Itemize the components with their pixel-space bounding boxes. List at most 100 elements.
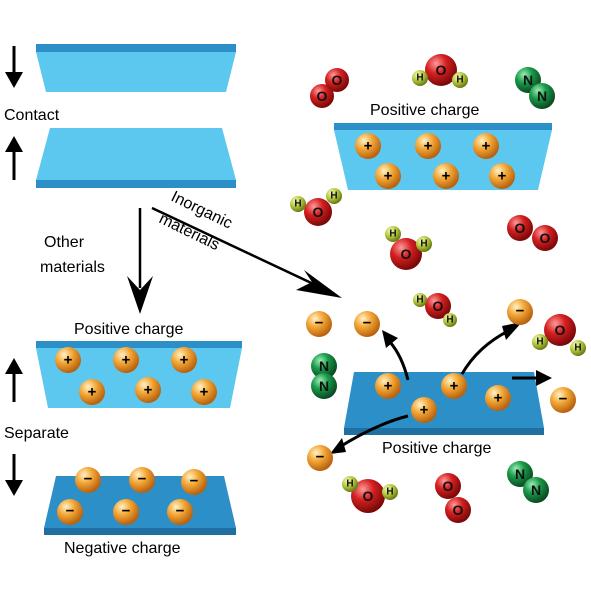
positive-charge: +	[473, 133, 499, 159]
svg-text:−: −	[176, 503, 185, 520]
curved-arrow-icon	[460, 328, 511, 375]
svg-text:+: +	[498, 168, 507, 185]
negative-charges-left: − − − − − −	[57, 467, 207, 525]
negative-charge: −	[167, 499, 193, 525]
svg-text:O: O	[443, 478, 454, 494]
svg-text:H: H	[330, 191, 337, 202]
svg-text:N: N	[515, 466, 525, 482]
negative-charge: −	[57, 499, 83, 525]
svg-text:+: +	[144, 382, 153, 399]
negative-charge: −	[507, 299, 533, 325]
contact-label: Contact	[4, 107, 60, 124]
positive-charge-top-right-label: Positive charge	[370, 102, 479, 119]
svg-text:−: −	[559, 391, 568, 408]
curved-arrow-icon	[388, 341, 410, 381]
svg-text:−: −	[315, 315, 324, 332]
water-molecule: O H H	[532, 314, 586, 356]
inorganic-arrow-icon	[151, 206, 342, 298]
svg-text:H: H	[446, 315, 453, 326]
svg-text:−: −	[363, 315, 372, 332]
curved-arrow-icon	[337, 414, 409, 450]
svg-text:O: O	[332, 72, 343, 88]
positive-charge: +	[375, 373, 401, 399]
oxygen-molecule: O O	[310, 68, 349, 108]
svg-text:H: H	[416, 295, 423, 306]
svg-text:+: +	[122, 352, 131, 369]
free-electrons: − − − − −	[306, 299, 576, 471]
svg-text:H: H	[346, 479, 353, 490]
svg-text:+: +	[420, 402, 429, 419]
svg-text:H: H	[456, 75, 463, 86]
positive-charge: +	[441, 373, 467, 399]
svg-text:+: +	[200, 384, 209, 401]
separate-down-arrow-icon	[5, 454, 23, 496]
negative-charge-label: Negative charge	[64, 540, 181, 557]
svg-text:+: +	[494, 390, 503, 407]
svg-text:O: O	[436, 62, 447, 78]
svg-text:+: +	[384, 168, 393, 185]
nitrogen-molecule: N N	[515, 67, 555, 109]
svg-text:O: O	[433, 298, 444, 314]
positive-charge: +	[79, 379, 105, 405]
positive-charge: +	[55, 347, 81, 373]
negative-charge: −	[75, 467, 101, 493]
positive-charge: +	[355, 133, 381, 159]
oxygen-molecule: O O	[435, 473, 471, 523]
positive-charge-bottom-right-label: Positive charge	[382, 440, 491, 457]
other-materials-label-2: materials	[40, 259, 105, 276]
svg-text:N: N	[531, 482, 541, 498]
svg-text:+: +	[364, 138, 373, 155]
svg-text:+: +	[180, 352, 189, 369]
svg-text:N: N	[523, 72, 533, 88]
svg-text:+: +	[88, 384, 97, 401]
arrowheads	[330, 322, 552, 454]
svg-text:−: −	[190, 473, 199, 490]
svg-text:+: +	[64, 352, 73, 369]
water-molecule: O H H	[385, 226, 432, 270]
water-molecule: O H H	[342, 476, 398, 513]
svg-text:O: O	[401, 246, 412, 262]
oxygen-molecule: O O	[507, 215, 558, 251]
water-molecule: O H H	[413, 293, 457, 327]
svg-text:O: O	[555, 322, 566, 338]
svg-text:−: −	[66, 503, 75, 520]
svg-text:−: −	[138, 471, 147, 488]
svg-text:H: H	[420, 239, 427, 250]
positive-charge: +	[135, 377, 161, 403]
contact-top-plate	[36, 44, 236, 92]
positive-charge: +	[191, 379, 217, 405]
svg-text:N: N	[537, 88, 547, 104]
svg-text:H: H	[389, 229, 396, 240]
svg-text:H: H	[386, 487, 393, 498]
positive-charge: +	[415, 133, 441, 159]
negative-charge: −	[307, 445, 333, 471]
other-materials-label-1: Other	[44, 234, 85, 251]
separate-label: Separate	[4, 425, 69, 442]
separate-up-arrow-icon	[5, 358, 23, 402]
positive-charge: +	[433, 163, 459, 189]
svg-text:−: −	[516, 303, 525, 320]
svg-text:H: H	[416, 73, 423, 84]
svg-text:O: O	[453, 502, 464, 518]
svg-text:+: +	[482, 138, 491, 155]
negative-charge: −	[550, 387, 576, 413]
positive-charge-left-label: Positive charge	[74, 321, 183, 338]
svg-text:H: H	[294, 199, 301, 210]
positive-charge: +	[375, 163, 401, 189]
contact-bottom-plate	[36, 128, 236, 188]
positive-charges-bottom-right: + + + +	[375, 373, 511, 423]
positive-charges-left: + + + + + +	[55, 347, 217, 405]
positive-charge: +	[113, 347, 139, 373]
nitrogen-molecule: N N	[311, 353, 337, 399]
svg-text:O: O	[540, 230, 551, 246]
up-arrow-icon	[5, 136, 23, 180]
down-arrow-icon	[5, 46, 23, 88]
svg-text:+: +	[424, 138, 433, 155]
svg-text:O: O	[313, 204, 324, 220]
negative-charge: −	[354, 311, 380, 337]
svg-text:N: N	[319, 378, 329, 394]
svg-text:O: O	[363, 488, 374, 504]
nitrogen-molecule: N N	[507, 461, 549, 503]
